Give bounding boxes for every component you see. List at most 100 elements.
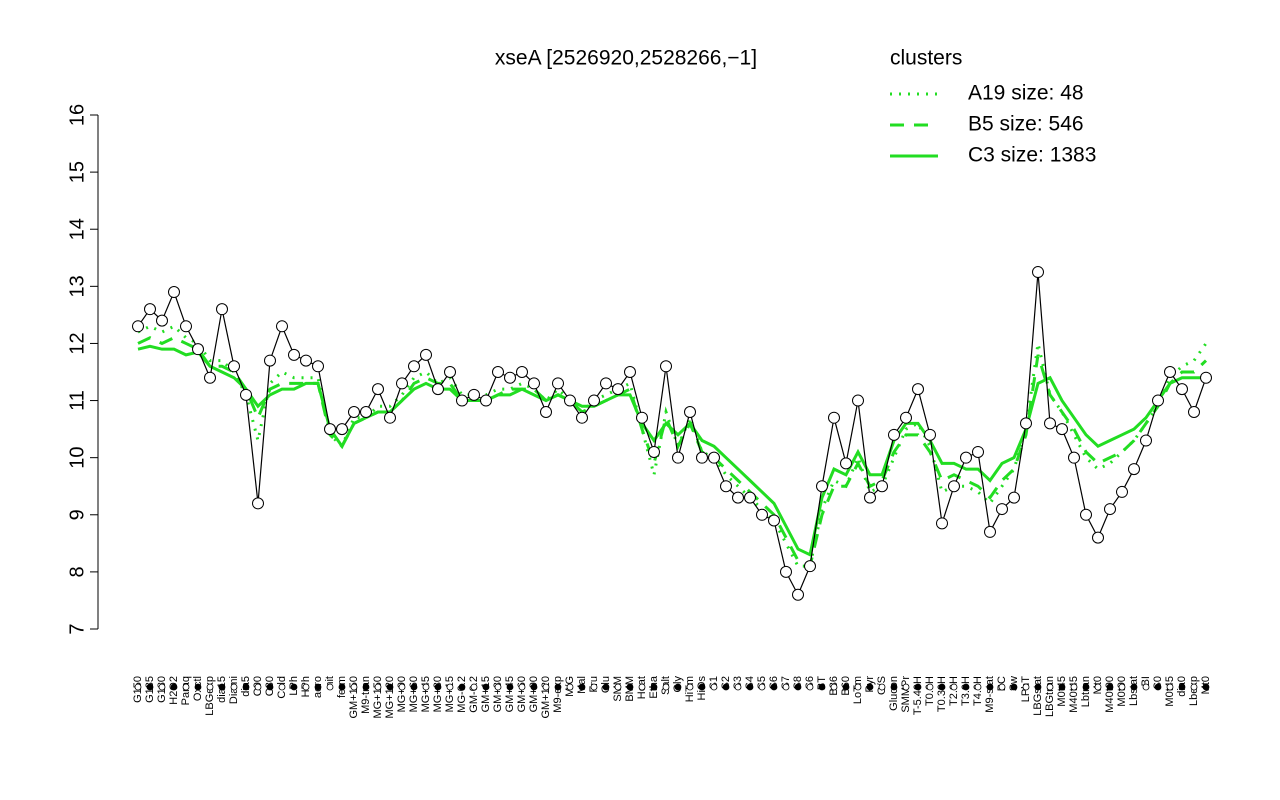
data-point [468,388,480,401]
rug-marker [854,683,862,691]
rug-marker [218,683,226,691]
data-point [660,360,672,373]
rug-marker [1154,683,1162,691]
data-point [456,394,468,407]
rug-marker [554,683,562,691]
data-point [648,445,660,458]
x-tick-label: MG+30 [432,676,444,712]
data-point [768,514,780,527]
rug-marker [590,683,598,691]
data-point [1068,451,1080,464]
data-point [1164,366,1176,378]
data-point [276,320,288,333]
rug-marker [1118,683,1126,691]
data-point [156,314,168,327]
data-point [492,366,504,378]
rug-marker [698,683,706,691]
data-point [840,457,852,470]
x-tick-label: GM+90 [528,676,540,712]
x-tick-label: SMMPr [900,676,912,713]
data-point [444,366,456,378]
rug-marker [1010,683,1018,691]
rug-marker [266,683,274,691]
rug-marker [974,683,982,691]
rug-marker [650,683,658,691]
data-point [864,491,876,504]
rug-marker [1070,683,1078,691]
data-point [672,451,684,464]
rug-marker [1142,683,1150,691]
y-tick-label: 9 [66,509,88,520]
rug-marker [434,683,442,691]
rug-marker [782,683,790,691]
chart-title: xseA [2526920,2528266,−1] [495,47,757,70]
rug-marker [1046,683,1054,691]
rug-marker [470,683,478,691]
x-tick-label: T0.0H [924,676,936,706]
data-point [600,377,612,390]
x-tick-label: LBGtran [1044,676,1056,717]
data-point [612,383,624,396]
rug-marker [1166,683,1174,691]
data-point [228,360,240,373]
x-tick-label: MG+45 [420,676,432,712]
data-point [816,480,828,493]
rug-marker [1022,683,1030,691]
rug-marker [914,683,922,691]
rug-marker [674,683,682,691]
data-point [636,411,648,424]
x-tick-label: Lbtran [1080,676,1092,707]
data-point [324,423,336,436]
data-point [984,525,996,538]
data-point [144,303,156,316]
rug-marker [290,683,298,691]
data-point [1092,531,1104,544]
x-tick-label: GM+60 [516,676,528,712]
x-tick-label: T0.30H [936,676,948,712]
x-tick-label: T3.0H [960,676,972,706]
rug-marker [758,683,766,691]
x-tick-label: nit [324,676,336,688]
rug-marker [902,683,910,691]
legend-label: A19 size: 48 [968,82,1084,105]
data-point [1008,491,1020,504]
data-point [564,394,576,407]
rug-marker [530,683,538,691]
rug-marker [1106,683,1114,691]
rug-marker [998,683,1006,691]
legend-title: clusters [890,47,962,70]
x-tick-label: Lbexp [1188,676,1200,706]
rug-marker [158,683,166,691]
data-point [1080,508,1092,521]
data-point [792,588,804,601]
x-tick-label: Glucon [888,676,900,711]
rug-marker [170,683,178,691]
data-point [300,354,312,367]
rug-marker [1130,683,1138,691]
rug-marker [950,683,958,691]
data-point [552,377,564,390]
data-point [528,377,540,390]
rug-marker [362,683,370,691]
data-point [396,377,408,390]
rug-marker [338,683,346,691]
rug-marker [386,683,394,691]
rug-marker [446,683,454,691]
data-point [1200,371,1212,384]
rug-marker [194,683,202,691]
data-point [828,411,840,424]
rug-marker [302,683,310,691]
data-point [168,286,180,299]
x-tick-label: GM+45 [504,676,516,712]
rug-marker [314,683,322,691]
data-point [756,508,768,521]
rug-marker [206,683,214,691]
data-point [252,497,264,510]
data-point [1140,434,1152,447]
rug-marker [242,683,250,691]
data-point [1104,503,1116,516]
x-tick-label: MG+15 [444,676,456,712]
rug-marker [866,683,874,691]
data-point [696,451,708,464]
